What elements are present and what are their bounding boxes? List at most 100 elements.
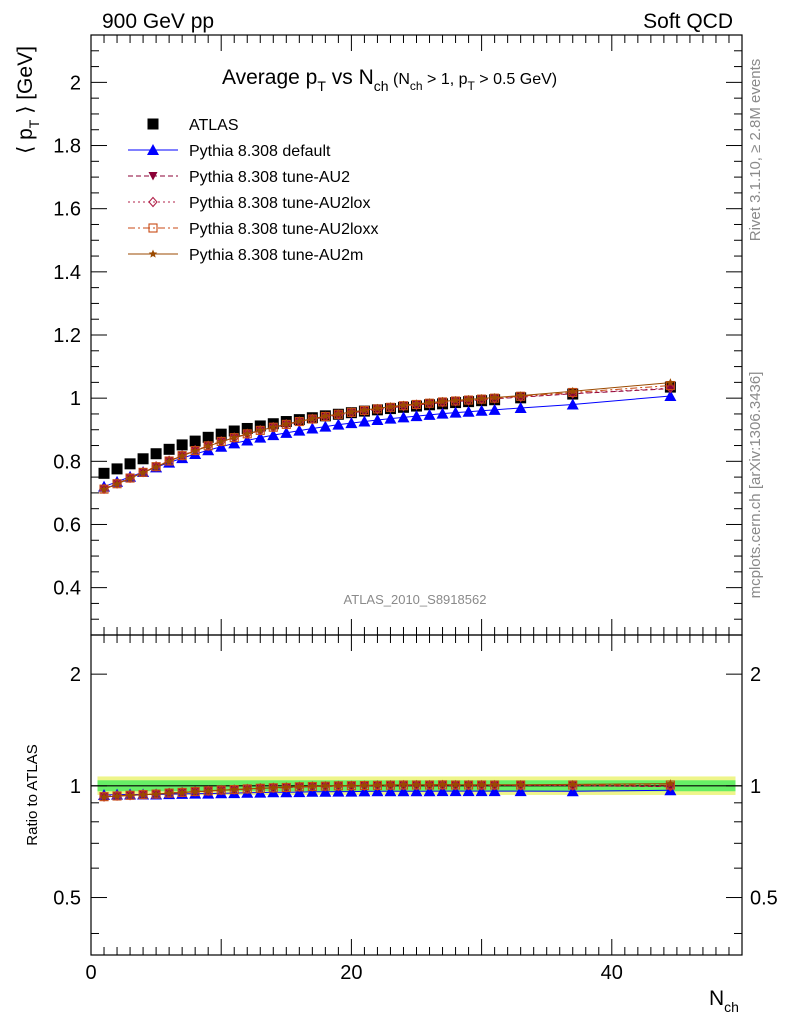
ratio-data-point bbox=[666, 779, 675, 788]
data-point bbox=[306, 422, 319, 434]
data-point bbox=[295, 416, 304, 425]
ratio-data-point bbox=[449, 785, 462, 797]
ratio-data-point bbox=[151, 789, 161, 798]
data-point bbox=[215, 428, 227, 440]
data-point bbox=[514, 401, 527, 413]
data-point bbox=[228, 425, 240, 437]
ratio-y-tick-label-right: 0.5 bbox=[750, 888, 778, 910]
data-point bbox=[384, 412, 397, 424]
data-point bbox=[308, 414, 317, 423]
ratio-data-point bbox=[490, 780, 499, 789]
ratio-data-point bbox=[464, 780, 473, 789]
y-axis-label: ⟨ pT ⟩ [GeV] bbox=[14, 46, 42, 154]
data-point bbox=[280, 426, 293, 438]
ratio-data-point bbox=[451, 780, 460, 789]
series-3 bbox=[99, 382, 676, 495]
ratio-series-line bbox=[103, 783, 671, 798]
data-point bbox=[111, 463, 123, 475]
data-point bbox=[124, 458, 136, 470]
data-point bbox=[360, 405, 369, 414]
ratio-data-point bbox=[164, 788, 174, 797]
legend-marker bbox=[148, 172, 158, 181]
analysis-watermark: ATLAS_2010_S8918562 bbox=[344, 592, 487, 607]
y-tick-label: 1 bbox=[70, 388, 81, 410]
x-tick-label: 0 bbox=[85, 962, 96, 984]
y-tick-label: 1.6 bbox=[53, 199, 81, 221]
data-point bbox=[99, 484, 109, 494]
x-axis-label: Nch bbox=[709, 987, 739, 1015]
data-point bbox=[464, 394, 473, 404]
ratio-data-point bbox=[568, 779, 578, 789]
ratio-data-point bbox=[99, 792, 109, 801]
data-point bbox=[451, 395, 460, 405]
ratio-series-line bbox=[104, 789, 671, 796]
data-point bbox=[241, 422, 253, 434]
ratio-data-point bbox=[347, 781, 356, 790]
data-point bbox=[269, 422, 278, 431]
ratio-data-point bbox=[423, 785, 436, 797]
legend-entry: Pythia 8.308 tune-AU2m bbox=[128, 247, 363, 264]
data-point bbox=[112, 479, 122, 488]
x-tick-label: 20 bbox=[340, 962, 362, 984]
data-point bbox=[462, 405, 475, 417]
ratio-data-point bbox=[386, 780, 395, 789]
data-point bbox=[321, 411, 330, 420]
legend-marker bbox=[148, 249, 158, 258]
data-point bbox=[137, 453, 149, 465]
legend: ATLAS Pythia 8.308 default Pythia 8.308 tu… bbox=[128, 117, 378, 264]
ratio-data-point bbox=[242, 784, 252, 793]
ratio-data-point bbox=[462, 785, 475, 797]
ratio-data-point bbox=[125, 790, 135, 800]
legend-label: Pythia 8.308 tune-AU2loxx bbox=[189, 221, 378, 238]
legend-entry: Pythia 8.308 tune-AU2loxx bbox=[128, 221, 378, 238]
ratio-data-point bbox=[112, 791, 122, 800]
legend-marker bbox=[147, 118, 159, 130]
data-point bbox=[665, 382, 676, 394]
ratio-data-point bbox=[334, 781, 343, 790]
ratio-y-tick-label-right: 1 bbox=[750, 776, 761, 798]
data-point bbox=[347, 407, 356, 416]
ratio-data-point bbox=[477, 780, 486, 789]
data-point bbox=[255, 425, 265, 435]
ratio-data-point bbox=[282, 782, 291, 791]
series-5 bbox=[99, 378, 675, 494]
ratio-data-point bbox=[321, 781, 330, 790]
legend-label: Pythia 8.308 tune-AU2 bbox=[189, 169, 350, 186]
data-point bbox=[176, 439, 188, 451]
data-point bbox=[490, 393, 499, 402]
data-point bbox=[475, 404, 488, 416]
data-point bbox=[254, 431, 267, 443]
data-point bbox=[282, 419, 291, 428]
series-line bbox=[103, 385, 671, 490]
ratio-series-4 bbox=[99, 779, 675, 801]
data-point bbox=[150, 448, 162, 460]
legend-label: Pythia 8.308 tune-AU2lox bbox=[189, 195, 370, 212]
y-tick-label: 0.4 bbox=[53, 578, 81, 600]
ratio-data-point bbox=[203, 786, 213, 795]
data-point bbox=[345, 417, 358, 429]
data-point bbox=[177, 451, 187, 460]
series-2 bbox=[99, 384, 675, 494]
ratio-data-point bbox=[138, 790, 148, 799]
y-tick-label: 0.6 bbox=[53, 514, 81, 536]
data-point bbox=[151, 462, 161, 471]
data-point bbox=[438, 396, 447, 405]
ratio-data-point bbox=[216, 785, 226, 794]
y-tick-label: 1.4 bbox=[53, 262, 81, 284]
ratio-data-point bbox=[397, 785, 410, 797]
plot-title: Average pT vs Nch (Nch > 1, pT > 0.5 GeV… bbox=[222, 66, 557, 94]
data-point bbox=[190, 446, 200, 455]
ratio-y-tick-label: 1 bbox=[70, 776, 81, 798]
data-point bbox=[666, 378, 675, 387]
ratio-series-layer bbox=[98, 779, 677, 802]
data-point bbox=[241, 434, 254, 446]
series-layer bbox=[98, 378, 677, 495]
data-point bbox=[449, 406, 462, 418]
data-point bbox=[436, 407, 449, 419]
data-point bbox=[568, 386, 578, 395]
data-point bbox=[267, 429, 280, 441]
data-point bbox=[242, 429, 252, 438]
ratio-data-point bbox=[412, 780, 421, 789]
legend-label: ATLAS bbox=[189, 117, 239, 134]
ratio-y-axis-label: Ratio to ATLAS bbox=[24, 744, 41, 845]
